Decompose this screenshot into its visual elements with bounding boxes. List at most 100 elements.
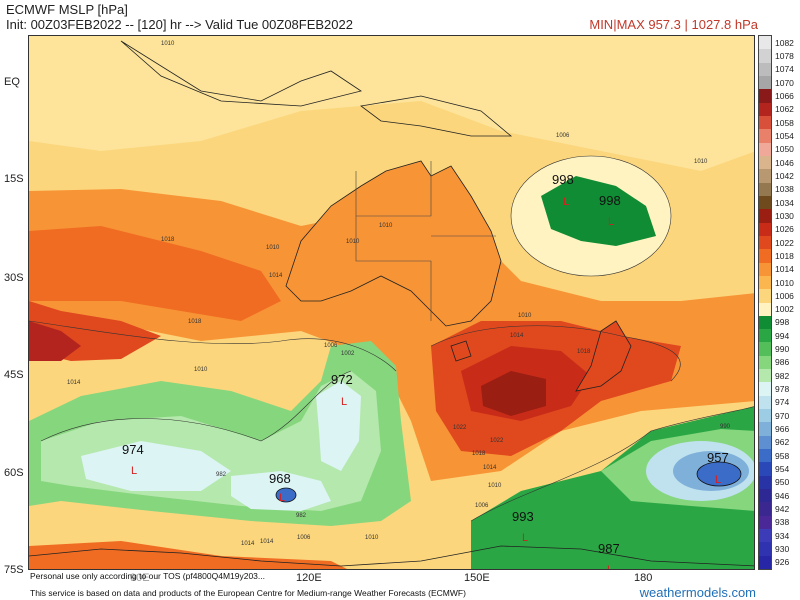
colorbar-label: 1082	[775, 37, 794, 48]
colorbar-cell	[759, 515, 771, 530]
colorbar-cell	[759, 409, 771, 423]
site-watermark[interactable]: weathermodels.com	[639, 585, 756, 600]
colorbar-label: 1070	[775, 77, 794, 88]
isobar-label: 1010	[694, 159, 708, 165]
colorbar-label: 998	[775, 317, 790, 328]
isobar-958	[696, 461, 742, 487]
colorbar-label: 962	[775, 437, 790, 448]
isobar-1014-west	[29, 320, 397, 372]
map-canvas: 998 L 998 L 972 L 974 L 968 L 957 L 993 …	[29, 36, 754, 569]
isobar-label: 1018	[161, 237, 175, 243]
isobar-label: 1006	[475, 503, 489, 509]
lat-label-45s: 45S	[4, 369, 24, 381]
colorbar-cell	[759, 115, 771, 130]
colorbar-cell	[759, 382, 771, 397]
lat-label-eq: EQ	[4, 76, 20, 88]
antarctic-high-band	[29, 541, 347, 569]
isobar-label: 990	[720, 424, 731, 430]
tropical-1008-band	[29, 36, 754, 171]
colorbar-label: 1006	[775, 290, 794, 301]
data-source-notice: This service is based on data and produc…	[30, 588, 466, 598]
colorbar-label: 938	[775, 517, 790, 528]
colorbar-cell	[759, 329, 771, 343]
new-guinea-coast	[360, 95, 513, 137]
colorbar-cell	[759, 555, 771, 570]
isobar-label: 1010	[161, 41, 175, 47]
isobar-966	[275, 487, 297, 503]
colorbar-cell	[759, 142, 771, 157]
pressure-colorbar	[758, 35, 772, 570]
isobar-label: 1014	[67, 380, 81, 386]
state-borders	[355, 161, 496, 321]
colorbar-cell	[759, 36, 771, 50]
colorbar-label: 1038	[775, 184, 794, 195]
colorbar-cell	[759, 75, 771, 90]
colorbar-label: 934	[775, 530, 790, 541]
pressure-value-957: 957	[707, 450, 729, 465]
isobar-label: 1010	[379, 223, 393, 229]
colorbar-label: 974	[775, 397, 790, 408]
low-968-core	[276, 488, 296, 502]
colorbar-cell	[759, 235, 771, 250]
colorbar-label: 982	[775, 370, 790, 381]
low-974-inner	[81, 441, 231, 491]
low-marker-968: L	[279, 492, 285, 504]
colorbar-cell	[759, 489, 771, 503]
pressure-value-974: 974	[122, 442, 144, 457]
colorbar-cell	[759, 302, 771, 317]
colorbar-label: 1078	[775, 50, 794, 61]
colorbar-cell	[759, 222, 771, 237]
pressure-value-coral-1: 998	[552, 172, 574, 187]
tasman-high-center	[481, 371, 546, 416]
colorbar-cell	[759, 62, 771, 77]
map-title: ECMWF MSLP [hPa]	[6, 2, 128, 17]
colorbar-cell	[759, 435, 771, 450]
isobar-986	[40, 370, 352, 442]
lat-label-60s: 60S	[4, 467, 24, 479]
isobar-label: 1010	[346, 239, 360, 245]
isobar-label: 1006	[324, 343, 338, 349]
lon-label-120e: 120E	[296, 572, 322, 584]
lon-label-150e: 150E	[464, 572, 490, 584]
colorbar-cell	[759, 182, 771, 197]
colorbar-cell	[759, 289, 771, 303]
lat-label-15s: 15S	[4, 173, 24, 185]
colorbar-cell	[759, 129, 771, 144]
indian-ocean-high-center	[29, 321, 81, 361]
antarctica-coast	[29, 545, 754, 567]
colorbar-label: 1054	[775, 130, 794, 141]
colorbar-label: 978	[775, 384, 790, 395]
eastern-low-958	[697, 462, 741, 486]
pressure-map: 998 L 998 L 972 L 974 L 968 L 957 L 993 …	[28, 35, 755, 570]
colorbar-label: 1050	[775, 144, 794, 155]
colorbar-cell	[759, 209, 771, 224]
isobar-label: 1014	[483, 465, 497, 471]
colorbar-label: 1014	[775, 264, 794, 275]
colorbar-label: 942	[775, 504, 790, 515]
colorbar-label: 950	[775, 477, 790, 488]
pressure-value-987: 987	[598, 541, 620, 556]
colorbar-label: 1002	[775, 304, 794, 315]
colorbar-cell	[759, 102, 771, 117]
colorbar-cell	[759, 89, 771, 104]
indonesia-coast	[120, 40, 362, 107]
colorbar-label: 926	[775, 557, 790, 568]
min-max-readout: MIN|MAX 957.3 | 1027.8 hPa	[589, 17, 758, 32]
isobar-label: 1018	[472, 451, 486, 457]
colorbar-cell	[759, 529, 771, 543]
colorbar-label: 958	[775, 450, 790, 461]
colorbar-label: 970	[775, 410, 790, 421]
isobar-label: 1006	[297, 535, 311, 541]
coral-sea-low-998	[541, 176, 656, 246]
colorbar-cell	[759, 462, 771, 477]
isobar-1022	[430, 325, 681, 382]
colorbar-label: 990	[775, 344, 790, 355]
colorbar-cell	[759, 422, 771, 437]
indian-ocean-high-1018	[29, 226, 281, 321]
colorbar-label: 1010	[775, 277, 794, 288]
isobar-label: 1010	[266, 245, 280, 251]
isobar-1006-coral	[510, 155, 672, 277]
isobar-label: 1022	[490, 438, 504, 444]
low-marker-coral-1: L	[563, 196, 569, 208]
colorbar-label: 1074	[775, 64, 794, 75]
